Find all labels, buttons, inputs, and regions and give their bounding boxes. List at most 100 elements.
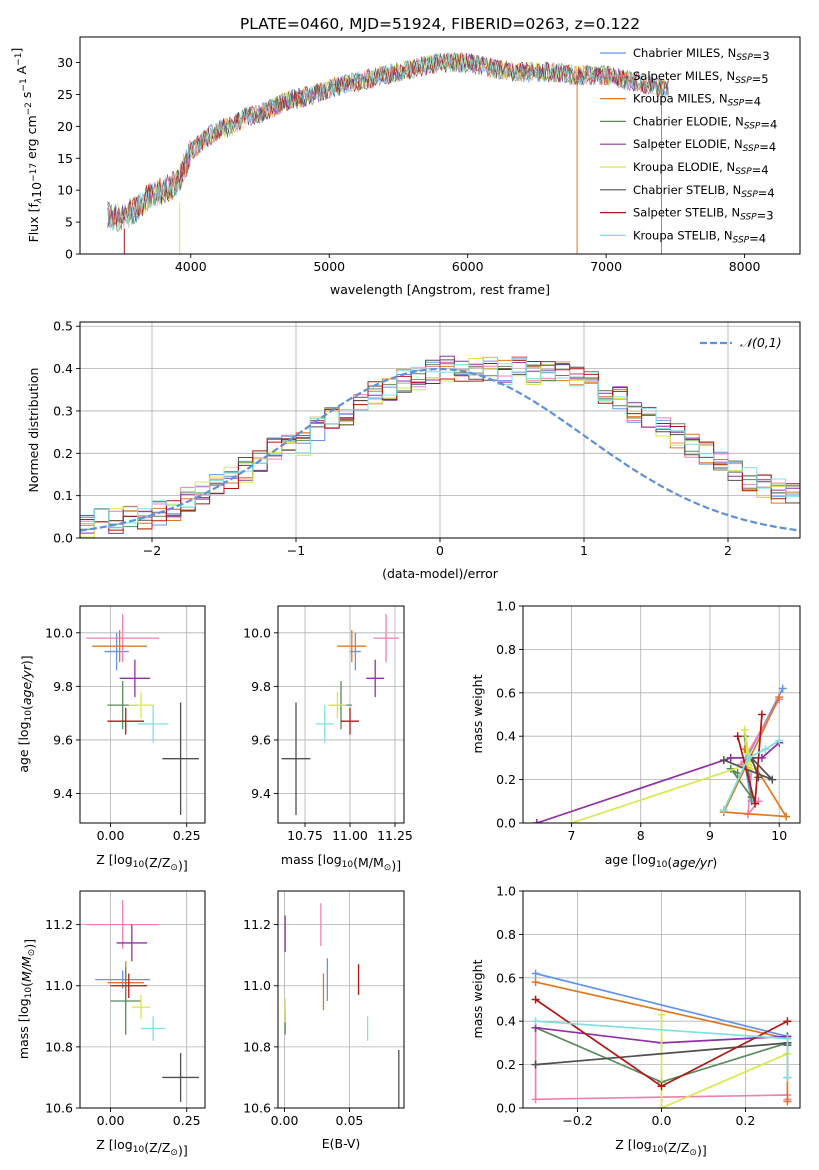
y-tick-label: 11.2 [45,917,73,932]
y-axis-label: Flux [fλ10−17 erg cm−2 s−1 A−1] [9,48,44,243]
x-axis-label: Z [log10(Z/Z⊙)] [96,1137,187,1158]
y-tick-label: 9.8 [53,679,73,694]
y-tick-label: 0.4 [53,361,73,376]
legend-entry: Chabrier MILES, NSSP=3 [633,46,770,63]
legend-entry: Kroupa ELODIE, NSSP=4 [633,160,769,177]
y-tick-label: 0.4 [496,1014,516,1029]
errorbar-point [162,702,199,815]
x-tick-label: 0.00 [97,828,125,843]
plus-marker [757,710,766,719]
y-tick-label: 0.4 [496,729,516,744]
y-tick-label: 9.6 [251,732,271,747]
y-tick-label: 0.2 [496,1057,516,1072]
y-tick-label: 0.8 [496,642,516,657]
errorbar-point [162,1052,199,1102]
plot-area-weight_vs_Z [523,891,800,1108]
weight-line [723,739,780,811]
y-tick-label: 0.1 [53,488,73,503]
plus-marker [775,693,784,702]
histogram-series [80,359,800,522]
errorbar-point [92,630,148,663]
axes-age_vs_Z: 0.00 0.25 9.4 9.6 9.8 10.0 Z [log10(Z/Z⊙)] age … [16,605,206,873]
x-tick-label: 7 [567,828,575,843]
spectrum-line [107,52,669,233]
y-tick-label: 9.8 [251,679,271,694]
x-tick-label: −0.2 [562,1113,592,1128]
weight-series [733,710,766,808]
x-axis-label: Z [log10(Z/Z⊙)] [615,1137,706,1158]
x-tick-label: 0.25 [173,1113,201,1128]
errorbar-point [131,994,151,1020]
axes-weight_vs_Z: −0.2 0.0 0.2 0.0 0.2 0.4 0.6 0.8 1.0 Z [log10(Z/Z… [470,884,801,1158]
y-tick-label: 1.0 [496,884,516,899]
plus-marker [531,978,540,987]
svg-text:mass [log10(M/M⊙)]: mass [log10(M/M⊙)] [16,939,37,1059]
errorbar-point [337,630,367,663]
plot-area-weight_vs_age [523,606,800,823]
x-tick-label: 0.00 [97,1113,125,1128]
y-axis-label: age [log10(age/yr)] [16,655,34,772]
weight-line [660,1014,788,1108]
x-tick-label: 11.00 [332,828,368,843]
x-tick-label: 0.0 [652,1113,672,1128]
y-tick-label: 9.4 [251,786,271,801]
x-tick-label: 5000 [313,259,345,274]
errorbar-point [110,973,148,998]
errorbar-point [86,614,160,663]
axes-frame [79,36,801,255]
plus-marker [744,753,753,762]
plus-marker [783,1097,792,1106]
errorbar-point [128,691,154,719]
legend-entry: Chabrier STELIB, NSSP=4 [633,183,775,200]
axes-weight_vs_age: 7 8 9 10 0.0 0.2 0.4 0.6 0.8 1.0 age [log10(age/yr… [470,599,801,870]
y-tick-label: 0.6 [496,685,516,700]
x-tick-label: 0 [436,543,444,558]
y-tick-label: 11.2 [243,917,271,932]
plus-marker [719,756,728,765]
y-tick-label: 10.8 [243,1039,271,1054]
plot-area-mass_vs_EBV [278,891,404,1108]
errorbar-point [328,691,347,719]
plus-marker [531,1060,540,1069]
x-tick-label: 7000 [590,259,622,274]
y-tick-label: 10 [57,183,73,198]
plus-marker [783,1017,792,1026]
plus-marker [567,819,576,823]
errorbar-point [366,659,385,698]
y-tick-label: 25 [57,87,73,102]
axes-residuals: −2 −1 0 1 2 0.0 0.1 0.2 0.3 0.4 0.5 𝒩(0,1) (data-mod… [26,319,801,581]
y-tick-label: 30 [57,55,73,70]
x-axis-label: age [log10(age/yr) [605,852,717,870]
svg-text:age [log10(age/yr)]: age [log10(age/yr)] [16,655,34,772]
x-tick-label: 0.25 [173,828,201,843]
x-tick-label: −2 [143,543,161,558]
weight-line [571,729,753,823]
plus-marker [733,732,742,741]
y-tick-label: 10.0 [243,625,271,640]
errorbar-point [281,702,311,815]
x-tick-label: 4000 [175,259,207,274]
histogram-series [80,358,800,538]
y-tick-label: 10.6 [45,1101,73,1116]
x-axis-label: (data-model)/error [382,566,499,581]
plus-marker [531,995,540,1004]
errorbar-point [116,924,148,962]
svg-text:age [log10(age/yr): age [log10(age/yr) [605,852,717,870]
histogram-series [80,356,800,526]
y-tick-label: 1.0 [496,599,516,614]
errorbar-point [107,707,145,735]
x-axis-label: wavelength [Angstrom, rest frame] [330,282,550,297]
weight-series [531,995,792,1091]
y-tick-label: 0 [65,247,73,262]
errorbar-point [373,614,399,663]
axes-mass_vs_EBV: 0.00 0.05 10.6 10.8 11.0 11.2 E(B-V) [243,890,405,1151]
legend-entry: Salpeter ELODIE, NSSP=4 [633,137,776,154]
histogram-series [80,357,800,529]
y-tick-label: 10.6 [243,1101,271,1116]
plot-area-mass_vs_Z [80,891,205,1108]
weight-series [531,1017,792,1082]
weight-line [723,757,773,781]
normal-curve [80,367,800,532]
plus-marker [761,745,770,754]
